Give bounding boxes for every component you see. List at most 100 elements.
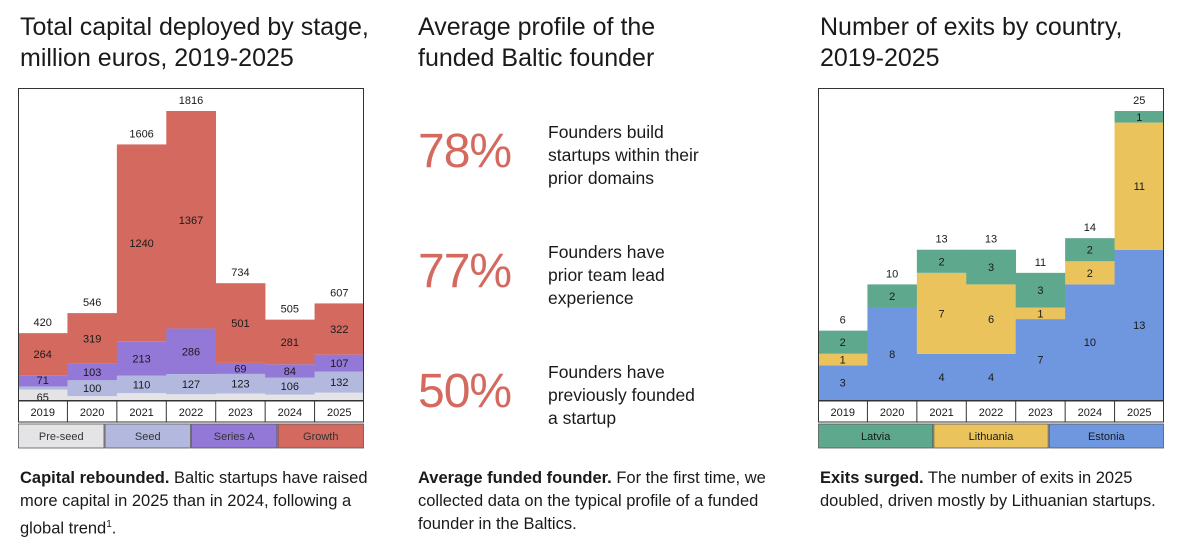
data-label-series-a-2021: 213 xyxy=(132,354,150,366)
bar-segment-latvia-2019 xyxy=(818,330,868,354)
stat-team-lead-value: 77% xyxy=(418,245,512,298)
data-label-lithuania-2025: 11 xyxy=(1134,181,1145,193)
data-label-latvia-2021: 2 xyxy=(939,256,945,268)
x-tick-label-2025: 2025 xyxy=(327,407,351,419)
stat-domain-value: 78% xyxy=(418,125,512,178)
bar-segment-series-a-2021 xyxy=(116,341,167,376)
bar-segment-latvia-2022 xyxy=(966,249,1017,285)
x-tick-label-2022: 2022 xyxy=(179,407,203,419)
data-label-growth-2024: 281 xyxy=(281,337,299,349)
x-tick-label-2020: 2020 xyxy=(80,407,104,419)
data-label-latvia-2023: 3 xyxy=(1037,285,1043,297)
bar-segment-seed-2025 xyxy=(314,371,364,393)
stat-domain-text: Founders build startups within their pri… xyxy=(548,121,748,190)
total-label-2022: 1816 xyxy=(179,95,203,107)
bar-segment-seed-2019 xyxy=(18,386,68,390)
data-label-growth-2019: 264 xyxy=(34,349,52,361)
legend-swatch-latvia xyxy=(818,423,934,449)
data-label-growth-2022: 1367 xyxy=(179,215,203,227)
data-label-lithuania-2019: 1 xyxy=(840,355,846,367)
exits-chart-title: Number of exits by country, 2019-2025 xyxy=(820,12,1122,74)
data-label-latvia-2025: 1 xyxy=(1136,112,1142,124)
data-label-latvia-2022: 3 xyxy=(988,262,994,274)
data-label-growth-2025: 322 xyxy=(330,324,348,336)
founder-caption-text: For the first time, we collected data on… xyxy=(418,469,766,533)
data-label-lithuania-2021: 7 xyxy=(939,308,945,320)
total-label-2025: 25 xyxy=(1133,95,1145,107)
x-tick-label-2024: 2024 xyxy=(1078,407,1102,419)
bar-segment-lithuania-2019 xyxy=(818,353,868,366)
data-label-latvia-2019: 2 xyxy=(840,337,846,349)
exits-title-line-2: 2019-2025 xyxy=(820,44,940,72)
exits-stacked-bar-chart: 3126821047213463137131110221413111252019… xyxy=(818,88,1164,449)
stat-line: startups within their xyxy=(548,145,699,165)
data-label-series-a-2022: 286 xyxy=(182,346,200,358)
x-tick-label-2023: 2023 xyxy=(228,407,252,419)
bar-segment-estonia-2025 xyxy=(1114,249,1164,400)
founder-profile-title: Average profile of the funded Baltic fou… xyxy=(418,12,655,74)
data-label-lithuania-2024: 2 xyxy=(1087,268,1093,280)
exits-caption-text: The number of exits in 2025 doubled, dri… xyxy=(820,469,1156,510)
bar-segment-growth-2019 xyxy=(18,333,68,376)
data-label-lithuania-2022: 6 xyxy=(988,314,994,326)
stat-previous-founder-value: 50% xyxy=(418,365,512,418)
bar-segment-estonia-2023 xyxy=(1015,319,1066,400)
stat-previous-founder-text: Founders have previously founded a start… xyxy=(548,361,748,430)
bar-segment-seed-2023 xyxy=(215,373,266,394)
legend-swatch-growth xyxy=(277,423,364,449)
data-label-series-a-2020: 103 xyxy=(83,367,101,379)
capital-caption-text: Baltic startups have raised more capital… xyxy=(20,469,368,538)
legend-swatch-series-a xyxy=(191,423,278,449)
legend-label-estonia: Estonia xyxy=(1088,431,1126,443)
exits-title-line-1: Number of exits by country, xyxy=(820,13,1123,41)
total-label-2023: 11 xyxy=(1035,257,1046,269)
stat-line: Founders build xyxy=(548,122,664,142)
legend-label-series-a: Series A xyxy=(214,431,256,443)
data-label-growth-2021: 1240 xyxy=(129,238,153,250)
x-tick-label-2019: 2019 xyxy=(30,407,54,419)
capital-chart-title: Total capital deployed by stage, million… xyxy=(20,12,369,74)
stat-line: Founders have xyxy=(548,362,665,382)
bar-segment-growth-2023 xyxy=(215,283,266,363)
stat-line: Founders have xyxy=(548,242,665,262)
data-label-series-a-2025: 107 xyxy=(330,358,348,370)
bar-segment-estonia-2022 xyxy=(966,353,1017,400)
total-label-2022: 13 xyxy=(985,234,997,246)
total-label-2021: 1606 xyxy=(129,128,153,140)
data-label-seed-2021: 110 xyxy=(133,379,151,391)
data-label-seed-2020: 100 xyxy=(83,383,101,395)
data-label-estonia-2023: 7 xyxy=(1037,355,1043,367)
capital-stacked-bar-chart: 6571264420100103319546110213124016061272… xyxy=(18,88,364,449)
bar-segment-pre-seed-2023 xyxy=(215,393,266,400)
bar-segment-pre-seed-2025 xyxy=(314,392,364,400)
data-label-seed-2022: 127 xyxy=(182,379,200,391)
bar-segment-latvia-2023 xyxy=(1015,272,1066,308)
data-label-series-a-2019: 71 xyxy=(37,375,49,387)
data-label-growth-2023: 501 xyxy=(231,318,249,330)
legend-swatch-estonia xyxy=(1048,423,1164,449)
data-label-seed-2023: 123 xyxy=(231,379,249,391)
bar-segment-growth-2022 xyxy=(166,111,217,329)
data-label-latvia-2024: 2 xyxy=(1087,245,1093,257)
bar-segment-growth-2024 xyxy=(265,319,315,365)
legend-label-lithuania: Lithuania xyxy=(969,431,1015,443)
capital-caption-end: . xyxy=(111,519,117,538)
data-label-estonia-2022: 4 xyxy=(988,372,994,384)
total-label-2023: 734 xyxy=(231,267,249,279)
stat-line: prior team lead xyxy=(548,265,665,285)
data-label-growth-2020: 319 xyxy=(83,333,101,345)
data-label-estonia-2025: 13 xyxy=(1133,320,1145,332)
bar-segment-pre-seed-2020 xyxy=(67,396,118,400)
stat-line: experience xyxy=(548,288,634,308)
data-label-latvia-2020: 2 xyxy=(889,291,895,303)
bar-segment-growth-2020 xyxy=(67,313,118,364)
data-label-estonia-2019: 3 xyxy=(840,378,846,390)
bar-segment-lithuania-2025 xyxy=(1114,122,1164,250)
bar-segment-seed-2020 xyxy=(67,380,118,397)
bar-segment-latvia-2025 xyxy=(1114,111,1164,123)
total-label-2025: 607 xyxy=(330,287,348,299)
bar-segment-series-a-2022 xyxy=(166,328,217,375)
bar-segment-latvia-2020 xyxy=(867,284,918,308)
legend-label-seed: Seed xyxy=(135,431,161,443)
founder-title-line-1: Average profile of the xyxy=(418,13,656,41)
